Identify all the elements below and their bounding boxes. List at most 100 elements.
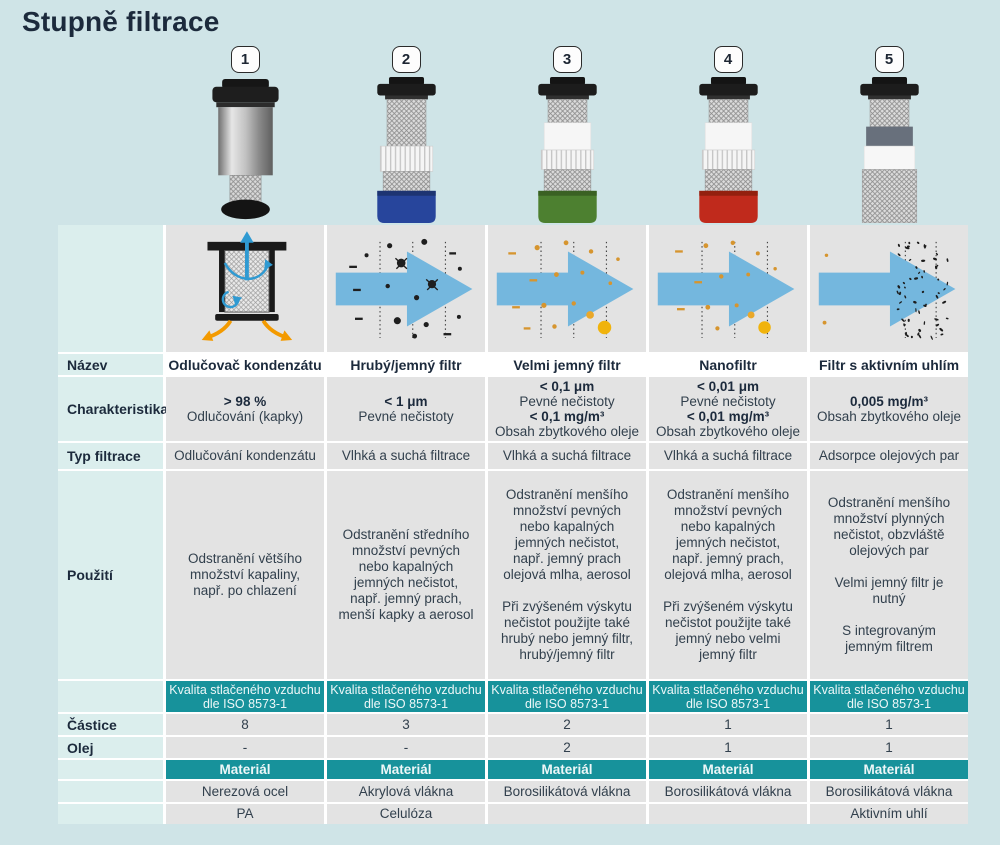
row-label-nazev: Název: [58, 354, 163, 375]
char-line: Obsah zbytkového oleje: [816, 409, 962, 424]
filter-figure-4: 4: [649, 46, 807, 223]
stage-number-badge: 5: [874, 46, 904, 73]
page-title: Stupně filtrace: [22, 6, 220, 37]
char-line: Pevné nečistoty: [680, 394, 776, 409]
material-cell: [488, 804, 646, 824]
pouziti-paragraph: S integrovaným jemným filtrem: [842, 623, 936, 654]
iso-header-line2: dle ISO 8573-1: [685, 696, 771, 711]
iso-header-line2: dle ISO 8573-1: [202, 696, 288, 711]
stage-number-badge: 1: [230, 46, 260, 73]
charakteristika-cell: < 0,01 μm Pevné nečistoty < 0,01 mg/m³ O…: [649, 377, 807, 441]
row-label-charakteristika: Charakteristika: [58, 377, 168, 441]
iso-header-line1: Kvalita stlačeného vzduchu: [169, 682, 321, 697]
charakteristika-cell: 0,005 mg/m³ Obsah zbytkového oleje: [810, 377, 968, 441]
pouziti-paragraph: Odstranění středního množství pevných ne…: [338, 527, 474, 622]
typ-cell: Adsorpce olejových par: [810, 443, 968, 469]
char-line: > 98 %: [223, 394, 267, 409]
stage-number-badge: 4: [713, 46, 743, 73]
iso-header-line2: dle ISO 8573-1: [363, 696, 449, 711]
material-cell: Borosilikátová vlákna: [810, 781, 968, 802]
diagram-cell: [488, 225, 646, 352]
char-line: < 0,01 mg/m³: [686, 409, 770, 424]
solid-particle-filtration-diagram: [335, 238, 473, 339]
stage-number-badge: 2: [391, 46, 421, 73]
iso-header-line1: Kvalita stlačeného vzduchu: [491, 682, 643, 697]
filtration-table: Název Odlučovač kondenzátu Hrubý/jemný f…: [58, 225, 968, 824]
pouziti-paragraph: Odstranění menšího množství plynných neč…: [827, 495, 951, 558]
diagram-cell: [327, 225, 485, 352]
castice-cell: 8: [166, 714, 324, 735]
material-header-cell: Materiál: [810, 760, 968, 779]
olej-cell: 1: [649, 737, 807, 758]
material-header-spacer: [58, 760, 163, 779]
material-header-cell: Materiál: [327, 760, 485, 779]
material-header-cell: Materiál: [166, 760, 324, 779]
typ-cell: Vlhká a suchá filtrace: [327, 443, 485, 469]
material-cell: Celulóza: [327, 804, 485, 824]
pouziti-cell: Odstranění středního množství pevných ne…: [327, 471, 485, 679]
castice-cell: 3: [327, 714, 485, 735]
olej-cell: -: [166, 737, 324, 758]
nano-filtration-diagram: [657, 240, 795, 339]
filter-figures-row: 1 2: [166, 46, 968, 223]
diagram-cell: [810, 225, 968, 352]
material-cell: Borosilikátová vlákna: [488, 781, 646, 802]
char-line: < 0,01 μm: [697, 379, 759, 394]
pouziti-cell: Odstranění menšího množství pevných nebo…: [488, 471, 646, 679]
char-line: < 1 μm: [384, 394, 428, 409]
iso-header-line2: dle ISO 8573-1: [524, 696, 610, 711]
charakteristika-cell: > 98 % Odlučování (kapky): [166, 377, 324, 441]
nazev-cell: Hrubý/jemný filtr: [327, 354, 485, 375]
typ-cell: Vlhká a suchá filtrace: [488, 443, 646, 469]
charakteristika-cell: < 0,1 μm Pevné nečistoty < 0,1 mg/m³ Obs…: [488, 377, 646, 441]
row-label-diagram-spacer: [58, 225, 163, 352]
olej-cell: 1: [810, 737, 968, 758]
iso-header-line1: Kvalita stlačeného vzduchu: [813, 682, 965, 697]
nazev-cell: Filtr s aktivním uhlím: [810, 354, 968, 375]
typ-cell: Odlučování kondenzátu: [166, 443, 324, 469]
material-cell: Akrylová vlákna: [327, 781, 485, 802]
castice-cell: 1: [649, 714, 807, 735]
charakteristika-cell: < 1 μm Pevné nečistoty: [327, 377, 485, 441]
char-line: Obsah zbytkového oleje: [494, 424, 640, 439]
iso-header-line2: dle ISO 8573-1: [846, 696, 932, 711]
pouziti-paragraph: Velmi jemný filtr je nutný: [834, 575, 944, 606]
pouziti-cell: Odstranění menšího množství pevných nebo…: [649, 471, 807, 679]
iso-header-cell: Kvalita stlačeného vzduchu dle ISO 8573-…: [810, 681, 968, 712]
pouziti-paragraph: Při zvýšeném výskytu nečistot použijte t…: [500, 599, 634, 662]
material-cell: Borosilikátová vlákna: [649, 781, 807, 802]
diagram-cell: [649, 225, 807, 352]
activated-carbon-filter-photo: [859, 77, 919, 223]
pouziti-paragraph: Při zvýšeném výskytu nečistot použijte t…: [663, 599, 793, 662]
iso-header-line1: Kvalita stlačeného vzduchu: [330, 682, 482, 697]
nazev-cell: Velmi jemný filtr: [488, 354, 646, 375]
very-fine-filter-photo: [537, 77, 597, 223]
row-label-typ-filtrace: Typ filtrace: [58, 443, 163, 469]
filter-figure-2: 2: [327, 46, 485, 223]
material-header-cell: Materiál: [488, 760, 646, 779]
pouziti-paragraph: Odstranění většího množství kapaliny, na…: [187, 551, 303, 598]
castice-cell: 1: [810, 714, 968, 735]
char-line: Odlučování (kapky): [186, 409, 304, 424]
typ-cell: Vlhká a suchá filtrace: [649, 443, 807, 469]
material-cell: PA: [166, 804, 324, 824]
iso-header-cell: Kvalita stlačeného vzduchu dle ISO 8573-…: [488, 681, 646, 712]
material-cell: [649, 804, 807, 824]
condensate-separator-photo: [211, 78, 279, 220]
nazev-cell: Odlučovač kondenzátu: [166, 354, 324, 375]
row-label-pouziti: Použití: [58, 471, 163, 679]
olej-cell: 2: [488, 737, 646, 758]
char-line: 0,005 mg/m³: [849, 394, 929, 409]
char-line: Obsah zbytkového oleje: [655, 424, 801, 439]
material-row2-spacer: [58, 804, 163, 824]
iso-header-line1: Kvalita stlačeného vzduchu: [652, 682, 804, 697]
char-line: < 0,1 mg/m³: [529, 409, 605, 424]
filter-figure-3: 3: [488, 46, 646, 223]
filter-figure-1: 1: [166, 46, 324, 223]
activated-carbon-adsorption-diagram: [818, 241, 956, 340]
fine-filtration-oil-mist-diagram: [496, 240, 634, 339]
pouziti-cell: Odstranění většího množství kapaliny, na…: [166, 471, 324, 679]
pouziti-cell: Odstranění menšího množství plynných neč…: [810, 471, 968, 679]
iso-header-cell: Kvalita stlačeného vzduchu dle ISO 8573-…: [649, 681, 807, 712]
